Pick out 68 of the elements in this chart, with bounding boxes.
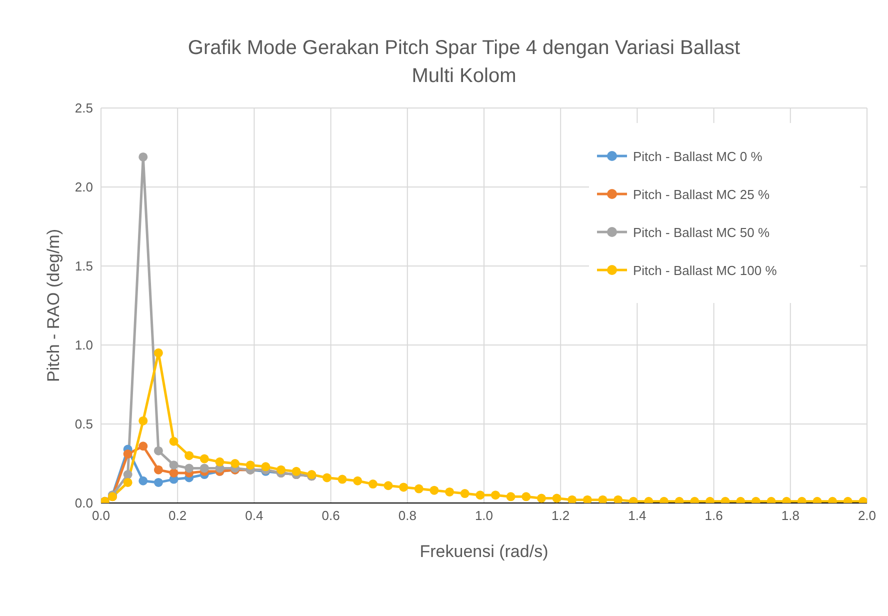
point bbox=[368, 480, 378, 489]
point bbox=[384, 481, 393, 490]
x-tick-label: 0.0 bbox=[92, 508, 110, 524]
point bbox=[138, 152, 148, 162]
point bbox=[200, 464, 209, 473]
point bbox=[154, 446, 163, 456]
x-tick-label: 1.8 bbox=[781, 508, 800, 524]
chart-title: Grafik Mode Gerakan Pitch Spar Tipe 4 dengan Variasi Ballast Multi Kolom bbox=[186, 36, 742, 89]
x-tick-label: 0.2 bbox=[168, 508, 187, 524]
point bbox=[215, 457, 224, 466]
y-tick-label: 0.5 bbox=[74, 416, 93, 432]
point bbox=[230, 459, 240, 468]
point bbox=[536, 494, 546, 503]
point bbox=[353, 476, 362, 486]
point bbox=[184, 451, 194, 460]
x-tick-label: 0.8 bbox=[398, 508, 416, 524]
point bbox=[582, 495, 592, 503]
point bbox=[169, 436, 178, 446]
point bbox=[476, 490, 485, 500]
point bbox=[123, 450, 132, 459]
legend-label: Pitch - Ballast MC 100 % bbox=[633, 262, 777, 278]
x-tick-label: 0.6 bbox=[322, 508, 340, 524]
point bbox=[123, 478, 132, 487]
legend-label: Pitch - Ballast MC 25 % bbox=[633, 186, 770, 202]
x-tick-label: 1.2 bbox=[552, 508, 570, 524]
point bbox=[614, 495, 623, 503]
point bbox=[154, 465, 163, 474]
legend-label: Pitch - Ballast MC 50 % bbox=[633, 224, 770, 240]
point bbox=[414, 484, 424, 494]
x-tick-label: 1.6 bbox=[704, 508, 723, 524]
x-tick-label: 1.4 bbox=[628, 508, 646, 524]
y-tick-label: 1.5 bbox=[74, 258, 93, 274]
point bbox=[246, 460, 255, 470]
point bbox=[138, 476, 148, 486]
point bbox=[138, 442, 148, 451]
point bbox=[506, 492, 516, 502]
x-tick-label: 0.4 bbox=[245, 508, 264, 524]
point bbox=[445, 487, 454, 496]
point bbox=[200, 454, 209, 464]
point bbox=[184, 464, 194, 473]
y-tick-label: 1.0 bbox=[74, 338, 93, 353]
y-tick-label: 0.0 bbox=[74, 496, 93, 511]
point bbox=[568, 495, 577, 503]
point bbox=[138, 416, 148, 426]
y-axis-title: Pitch - RAO (deg/m) bbox=[44, 228, 64, 382]
point bbox=[123, 470, 132, 480]
x-tick-label: 2.0 bbox=[858, 508, 876, 524]
point bbox=[261, 462, 270, 472]
point bbox=[552, 494, 562, 503]
y-tick-label: 2.0 bbox=[74, 180, 93, 195]
point bbox=[522, 492, 531, 502]
x-tick-label: 1.0 bbox=[474, 508, 494, 524]
point bbox=[598, 495, 608, 503]
point bbox=[292, 466, 301, 476]
legend-label: Pitch - Ballast MC 0 % bbox=[633, 148, 762, 164]
point bbox=[460, 489, 470, 498]
point bbox=[276, 465, 286, 474]
point bbox=[169, 460, 178, 470]
x-axis-title: Frekuensi (rad/s) bbox=[420, 542, 548, 562]
point bbox=[169, 468, 178, 478]
point bbox=[154, 478, 163, 487]
point bbox=[322, 473, 332, 482]
point bbox=[490, 490, 500, 500]
point bbox=[399, 482, 408, 492]
point bbox=[338, 474, 347, 484]
y-tick-label: 2.5 bbox=[74, 100, 93, 116]
point bbox=[430, 486, 439, 495]
point bbox=[154, 348, 163, 358]
